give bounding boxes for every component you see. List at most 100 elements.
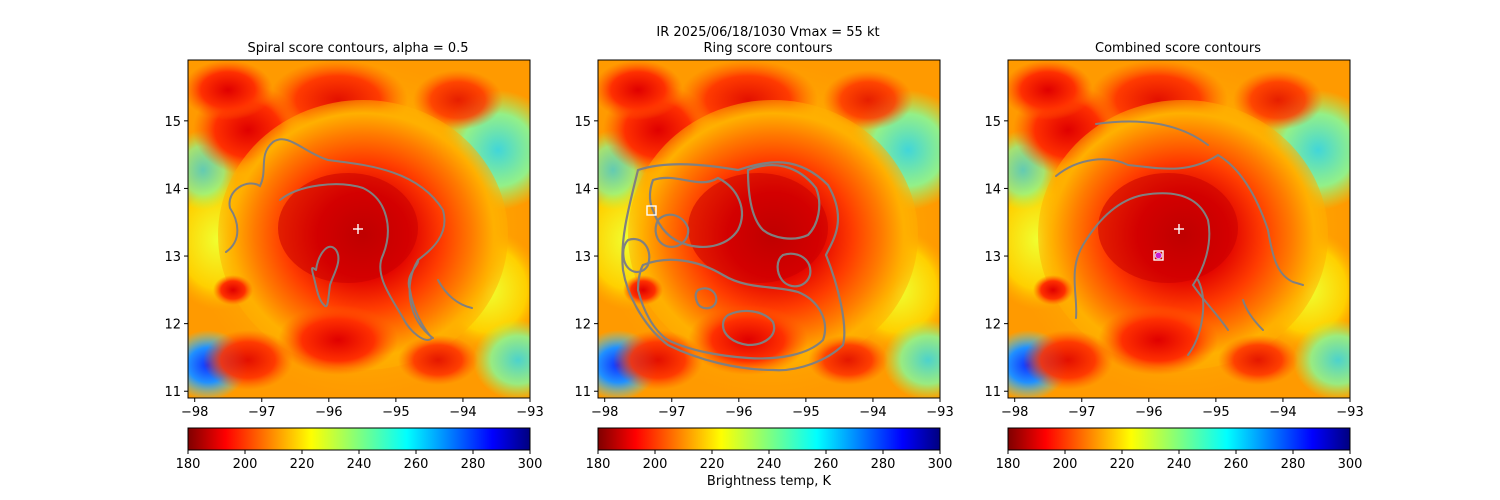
y-tick-label: 13: [984, 250, 1001, 265]
contour-inner: [279, 183, 434, 341]
y-tick-label: 13: [574, 250, 591, 265]
y-tick-label: 14: [574, 182, 591, 197]
y-tick-label: 14: [984, 182, 1001, 197]
contour-outer: [1055, 153, 1304, 286]
ring-contour-9: [694, 287, 718, 310]
colorbar-tick-label: 180: [996, 457, 1021, 472]
y-tick-label: 15: [574, 115, 591, 130]
colorbar-tick-label: 200: [1053, 457, 1078, 472]
ring-contour-8: [622, 237, 651, 273]
y-tick-label: 11: [984, 385, 1001, 400]
x-tick-label: −94: [859, 405, 886, 420]
x-tick-label: −93: [926, 405, 953, 420]
y-axis: 11 12 13 14 15: [574, 115, 598, 400]
x-tick-label: −95: [1202, 405, 1229, 420]
y-tick-label: 12: [164, 318, 181, 333]
best-marker-square: [1153, 250, 1164, 261]
colorbar-tick-label: 220: [700, 457, 725, 472]
panel-image: [1008, 60, 1350, 398]
y-axis: 11 12 13 14 15: [164, 115, 188, 400]
colorbar-tick-label: 180: [176, 457, 201, 472]
colorbar-tick-label: 220: [1110, 457, 1135, 472]
axes-frame: [1007, 59, 1351, 399]
figure-title-line1: IR 2025/06/18/1030 Vmax = 55 kt: [656, 25, 879, 40]
contour-upper: [1095, 120, 1209, 146]
y-axis: 11 12 13 14 15: [984, 115, 1008, 400]
colorbar-tick-label: 240: [347, 457, 372, 472]
colorbar-tick-label: 180: [586, 457, 611, 472]
contour-lines: [225, 138, 473, 341]
y-tick-label: 12: [574, 318, 591, 333]
x-tick-label: −97: [658, 405, 685, 420]
ring-contour-3: [746, 164, 821, 240]
x-tick-label: −96: [725, 405, 752, 420]
panel-title: Ring score contours: [703, 41, 832, 56]
x-tick-label: −94: [449, 405, 476, 420]
colorbar-tick-label: 240: [1167, 457, 1192, 472]
x-tick-label: −96: [315, 405, 342, 420]
y-tick-label: 11: [574, 385, 591, 400]
contour-lower: [1187, 279, 1205, 356]
center-marker: [1174, 224, 1184, 234]
axes-frame: [187, 59, 531, 399]
contour-lines: [621, 161, 846, 372]
ring-contour-5: [721, 309, 776, 347]
x-tick-label: −98: [591, 405, 618, 420]
x-tick-label: −94: [1269, 405, 1296, 420]
x-axis: −98 −97 −96 −95 −94 −93: [181, 398, 544, 420]
x-tick-label: −95: [382, 405, 409, 420]
colorbar: 180 200 220 240 260 280 300: [586, 427, 953, 472]
panel-title: Combined score contours: [1095, 41, 1261, 56]
x-tick-label: −97: [248, 405, 275, 420]
x-axis: −98 −97 −96 −95 −94 −93: [591, 398, 954, 420]
colorbar: 180 200 220 240 260 280 300: [996, 427, 1363, 472]
colorbar-tick-label: 280: [461, 457, 486, 472]
contour-tail: [1242, 299, 1264, 331]
y-tick-label: 14: [164, 182, 181, 197]
colorbar-tick-label: 280: [1281, 457, 1306, 472]
y-tick-label: 13: [164, 250, 181, 265]
x-tick-label: −97: [1068, 405, 1095, 420]
x-tick-label: −98: [181, 405, 208, 420]
colorbar-gradient: [597, 427, 941, 451]
contour-lines: [1055, 120, 1304, 356]
ring-contour-outer: [621, 161, 846, 372]
contour-lobe: [311, 245, 340, 308]
best-marker-dot: [1154, 251, 1163, 260]
colorbar-tick-label: 200: [233, 457, 258, 472]
y-tick-label: 15: [164, 115, 181, 130]
panel-ring: Ring score contours −98 −97 −96 −95 −94 −93 1…: [574, 41, 954, 489]
contour-inner: [1073, 192, 1229, 331]
colorbar-tick-label: 200: [643, 457, 668, 472]
x-tick-label: −93: [1336, 405, 1363, 420]
panel-image: [188, 60, 530, 398]
panel-spiral: Spiral score contours, alpha = 0.5 −98 −9…: [164, 41, 544, 472]
colorbar-tick-label: 260: [814, 457, 839, 472]
center-marker: [353, 224, 363, 234]
colorbar-tick-label: 220: [290, 457, 315, 472]
x-tick-label: −96: [1135, 405, 1162, 420]
y-tick-label: 11: [164, 385, 181, 400]
axes-frame: [597, 59, 941, 399]
colorbar-tick-label: 280: [871, 457, 896, 472]
colorbar-tick-label: 260: [1224, 457, 1249, 472]
colorbar-tick-label: 300: [928, 457, 953, 472]
colorbar-gradient: [187, 427, 531, 451]
ring-contour-4: [636, 258, 827, 360]
colorbar-tick-label: 260: [404, 457, 429, 472]
ring-contour-2: [648, 176, 743, 248]
colorbar-gradient: [1007, 427, 1351, 451]
y-tick-label: 15: [984, 115, 1001, 130]
colorbar: 180 200 220 240 260 280 300: [176, 427, 543, 472]
colorbar-tick-label: 300: [518, 457, 543, 472]
colorbar-tick-label: 240: [757, 457, 782, 472]
colorbar-tick-label: 300: [1338, 457, 1363, 472]
x-tick-label: −95: [792, 405, 819, 420]
panel-title: Spiral score contours, alpha = 0.5: [247, 41, 468, 56]
colorbar-label: Brightness temp, K: [707, 474, 832, 489]
x-axis: −98 −97 −96 −95 −94 −93: [1001, 398, 1364, 420]
ring-contour-6: [654, 213, 690, 248]
x-tick-label: −93: [516, 405, 543, 420]
y-tick-label: 12: [984, 318, 1001, 333]
